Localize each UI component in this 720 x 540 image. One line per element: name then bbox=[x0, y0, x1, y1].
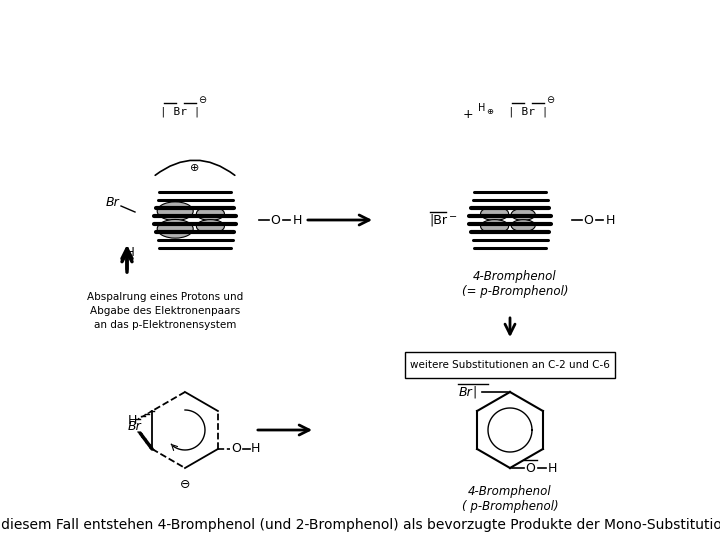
Text: ( p-Bromphenol): ( p-Bromphenol) bbox=[462, 500, 558, 513]
Text: weitere Substitutionen an C-2 und C-6: weitere Substitutionen an C-2 und C-6 bbox=[410, 360, 610, 370]
Text: −: − bbox=[449, 212, 457, 222]
Text: +: + bbox=[463, 109, 473, 122]
Text: ⊖: ⊖ bbox=[180, 478, 190, 491]
Text: Br: Br bbox=[106, 195, 120, 208]
Text: |Br: |Br bbox=[429, 213, 447, 226]
Text: Br: Br bbox=[127, 421, 141, 434]
Bar bbox=[405, 352, 615, 378]
Text: H: H bbox=[251, 442, 261, 456]
Text: In diesem Fall entstehen 4-Bromphenol (und 2-Bromphenol) als bevorzugte Produkte: In diesem Fall entstehen 4-Bromphenol (u… bbox=[0, 518, 720, 532]
Text: H: H bbox=[606, 213, 615, 226]
Ellipse shape bbox=[157, 219, 193, 238]
Text: O: O bbox=[231, 442, 241, 456]
Ellipse shape bbox=[511, 220, 535, 232]
Text: Br: Br bbox=[459, 386, 473, 399]
Text: H: H bbox=[478, 103, 486, 113]
Text: Abspalrung eines Protons und: Abspalrung eines Protons und bbox=[87, 292, 243, 302]
Text: H: H bbox=[125, 246, 135, 259]
Text: O: O bbox=[270, 213, 280, 226]
Ellipse shape bbox=[197, 220, 225, 233]
Text: 4-Bromphenol: 4-Bromphenol bbox=[473, 270, 557, 283]
Ellipse shape bbox=[481, 220, 508, 233]
Ellipse shape bbox=[197, 207, 225, 220]
Ellipse shape bbox=[511, 208, 535, 220]
Text: H: H bbox=[127, 415, 137, 428]
Text: |: | bbox=[473, 386, 477, 399]
Text: ⊖: ⊖ bbox=[546, 95, 554, 105]
Text: O: O bbox=[525, 462, 535, 475]
Text: ⊕: ⊕ bbox=[487, 107, 493, 117]
Text: ⊕: ⊕ bbox=[190, 163, 199, 173]
Text: ⊖: ⊖ bbox=[198, 95, 206, 105]
Text: an das p-Elektronensystem: an das p-Elektronensystem bbox=[94, 320, 236, 330]
Text: | Br |: | Br | bbox=[508, 107, 548, 117]
Text: | Br |: | Br | bbox=[160, 107, 200, 117]
Ellipse shape bbox=[157, 202, 193, 220]
Text: H: H bbox=[292, 213, 302, 226]
Text: 4-Bromphenol: 4-Bromphenol bbox=[468, 485, 552, 498]
Text: O: O bbox=[583, 213, 593, 226]
Text: Abgabe des Elektronenpaars: Abgabe des Elektronenpaars bbox=[90, 306, 240, 316]
Ellipse shape bbox=[481, 207, 508, 220]
Text: H: H bbox=[547, 462, 557, 475]
Text: (= p-Bromphenol): (= p-Bromphenol) bbox=[462, 285, 568, 298]
